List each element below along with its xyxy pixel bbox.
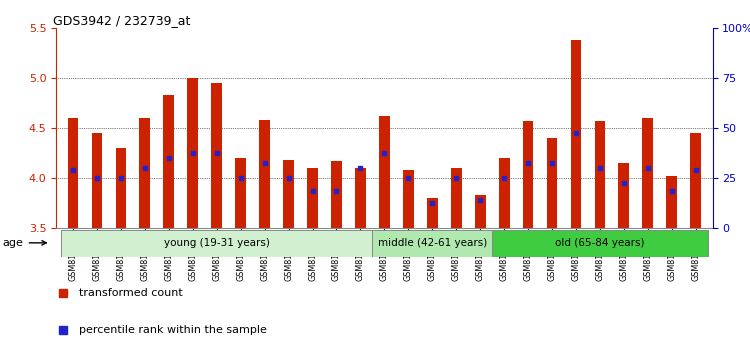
Bar [427, 198, 438, 228]
Bar [475, 195, 485, 228]
Text: percentile rank within the sample: percentile rank within the sample [80, 325, 267, 335]
Bar [523, 121, 533, 228]
Bar [451, 169, 461, 228]
Bar [61, 230, 373, 257]
Bar [379, 116, 390, 228]
Bar [116, 148, 126, 228]
Text: young (19-31 years): young (19-31 years) [164, 238, 270, 249]
Text: GDS3942 / 232739_at: GDS3942 / 232739_at [53, 14, 190, 27]
Bar [499, 158, 509, 228]
Bar [667, 176, 677, 228]
Bar [595, 121, 605, 228]
Bar [643, 118, 653, 228]
Bar [690, 133, 701, 228]
Bar [571, 40, 581, 228]
Text: age: age [3, 238, 46, 248]
Bar [140, 118, 150, 228]
Bar [164, 95, 174, 228]
Text: old (65-84 years): old (65-84 years) [555, 238, 645, 249]
Bar [619, 163, 629, 228]
Bar [236, 158, 246, 228]
Bar [308, 169, 318, 228]
Bar [492, 230, 708, 257]
Bar [68, 118, 79, 228]
Text: middle (42-61 years): middle (42-61 years) [378, 238, 487, 249]
Bar [403, 170, 414, 228]
Bar [547, 138, 557, 228]
Bar [260, 120, 270, 228]
Bar [284, 160, 294, 228]
Bar [211, 83, 222, 228]
Bar [92, 133, 102, 228]
Bar [373, 230, 492, 257]
Text: transformed count: transformed count [80, 288, 183, 298]
Bar [331, 161, 342, 228]
Bar [188, 78, 198, 228]
Bar [355, 169, 366, 228]
